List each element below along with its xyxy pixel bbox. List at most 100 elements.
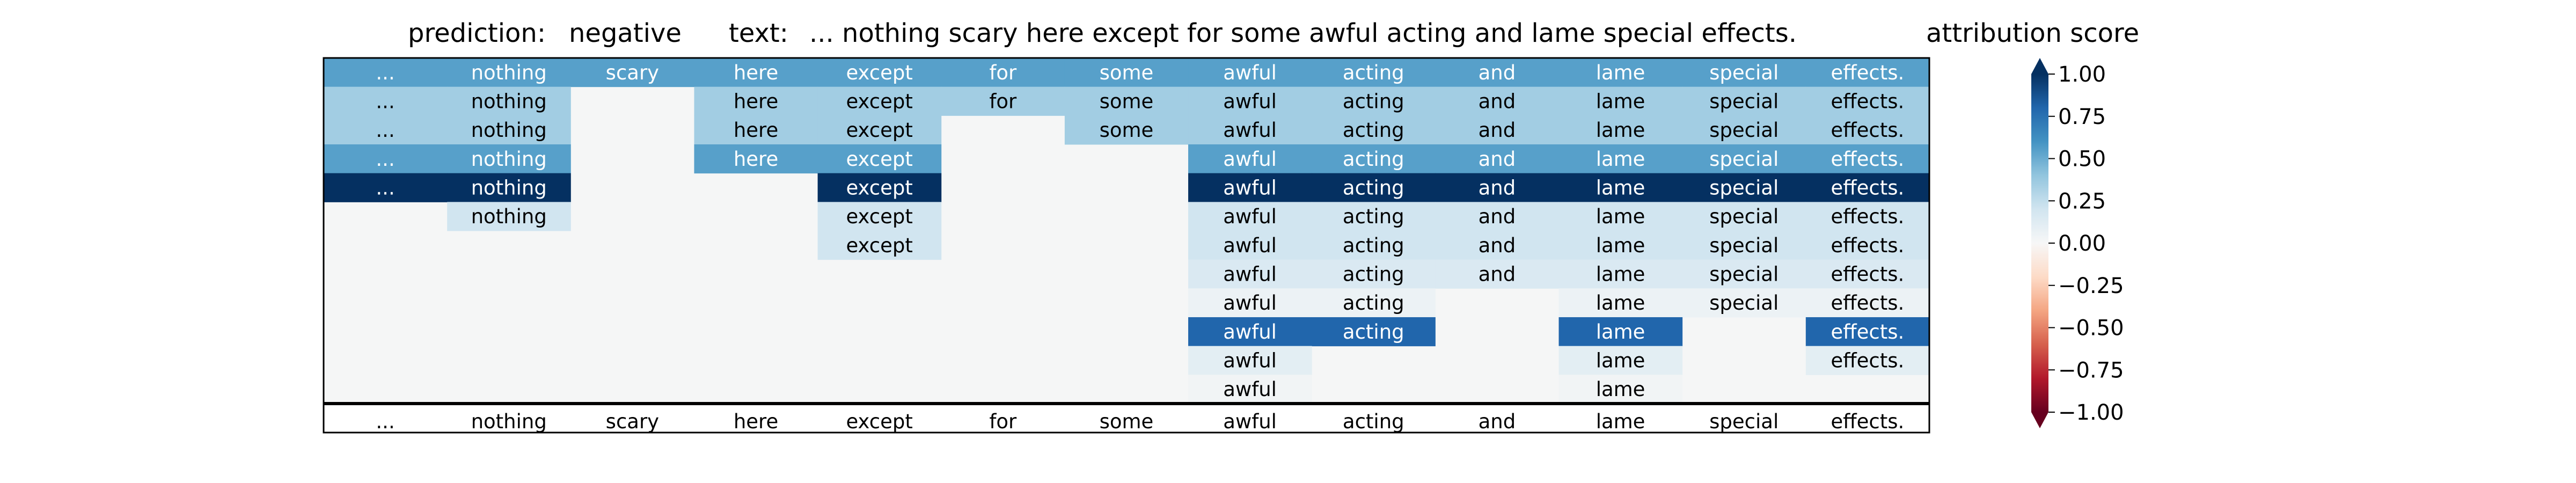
heatmap-cell-label: acting: [1343, 234, 1404, 257]
heatmap-cell-label: effects.: [1831, 148, 1904, 171]
heatmap-cell: [1435, 202, 1559, 231]
heatmap-cell: [1805, 231, 1930, 260]
heatmap-cell: [1435, 86, 1559, 116]
heatmap-cell-label: effects.: [1831, 61, 1904, 84]
heatmap-cell: [1558, 173, 1683, 202]
footer-token: lame: [1596, 410, 1645, 433]
heatmap-cell-label: awful: [1223, 378, 1277, 401]
heatmap-cell-label: here: [734, 90, 778, 113]
heatmap-cell-label: awful: [1223, 61, 1277, 84]
heatmap-cell: [1188, 58, 1312, 87]
heatmap-cell: [817, 144, 942, 174]
colorbar-gradient: [2031, 74, 2048, 412]
heatmap-cell: [817, 58, 942, 87]
heatmap-cell-label: lame: [1596, 234, 1645, 257]
heatmap-cell-label: nothing: [471, 177, 547, 200]
heatmap-cell: [694, 58, 818, 87]
heatmap-cell-label: special: [1709, 263, 1779, 286]
heatmap-cell: [1312, 58, 1436, 87]
footer-token: for: [989, 410, 1017, 433]
heatmap-cell-label: ...: [376, 177, 394, 200]
footer-token: here: [734, 410, 778, 433]
heatmap-cell-label: lame: [1596, 90, 1645, 113]
heatmap-cell: [1805, 202, 1930, 231]
heatmap-cell: [1805, 144, 1930, 174]
colorbar-title: attribution score: [1926, 18, 2139, 48]
heatmap-cell-label: awful: [1223, 263, 1277, 286]
heatmap-cells: ... nothing scary here except for some awful act…: [324, 58, 1930, 404]
heatmap-cell-label: ...: [376, 119, 394, 142]
heatmap-cell: [1805, 317, 1930, 347]
heatmap-cell-label: awful: [1223, 234, 1277, 257]
heatmap-cell: [817, 202, 942, 231]
heatmap-cell-label: lame: [1596, 263, 1645, 286]
heatmap-cell-label: special: [1709, 234, 1779, 257]
heatmap-cell-label: lame: [1596, 205, 1645, 228]
footer-token: ...: [376, 410, 394, 433]
heatmap-cell-label: special: [1709, 148, 1779, 171]
heatmap-cell-label: ...: [376, 61, 394, 84]
colorbar-ticks: −1.00 −0.75 −0.50 −0.25 0.00 0.25 0.50 0.75 1.00: [2048, 62, 2124, 425]
heatmap-cell-label: awful: [1223, 148, 1277, 171]
heatmap-cell-label: and: [1479, 177, 1516, 200]
heatmap-cell-label: nothing: [471, 90, 547, 113]
heatmap-cell: [1558, 231, 1683, 260]
heatmap-cell-label: and: [1479, 119, 1516, 142]
heatmap-cell-label: awful: [1223, 90, 1277, 113]
text-value: ... nothing scary here except for some a…: [809, 18, 1797, 48]
heatmap-cell: [447, 173, 571, 202]
heatmap-cell: [447, 144, 571, 174]
heatmap-cell: [1682, 115, 1806, 145]
heatmap-cell-label: except: [846, 90, 912, 113]
heatmap-cell: [324, 86, 448, 116]
footer-token: acting: [1343, 410, 1404, 433]
heatmap-cell: [1682, 58, 1806, 87]
heatmap-cell: [1805, 86, 1930, 116]
colorbar-tick-label: −0.75: [2058, 358, 2124, 383]
heatmap-cell-label: except: [846, 234, 912, 257]
heatmap-cell: [1312, 86, 1436, 116]
heatmap-cell-label: effects.: [1831, 205, 1904, 228]
heatmap-cell: [447, 86, 571, 116]
heatmap-cell-label: effects.: [1831, 177, 1904, 200]
heatmap-cell: [1435, 58, 1559, 87]
heatmap-cell: [1188, 317, 1312, 347]
colorbar-extend-min: [2031, 412, 2048, 428]
heatmap-cell: [1805, 173, 1930, 202]
heatmap-cell-label: effects.: [1831, 234, 1904, 257]
heatmap-cell: [1188, 259, 1312, 289]
heatmap-cell: [1188, 202, 1312, 231]
heatmap-cell-label: effects.: [1831, 119, 1904, 142]
heatmap-cell: [324, 115, 448, 145]
heatmap-cell: [817, 173, 942, 202]
heatmap-cell-label: lame: [1596, 320, 1645, 343]
footer-token: scary: [606, 410, 659, 433]
heatmap-cell: [817, 115, 942, 145]
heatmap-cell: [1558, 346, 1683, 375]
heatmap-cell-label: acting: [1343, 263, 1404, 286]
colorbar-tick-label: 0.50: [2058, 147, 2106, 172]
heatmap-cell: [1682, 144, 1806, 174]
heatmap-cell-label: awful: [1223, 205, 1277, 228]
heatmap-cell: [447, 115, 571, 145]
colorbar-extend-max: [2031, 58, 2048, 74]
footer-token-row: ... nothing scary here except for some awful act…: [376, 410, 1904, 433]
heatmap-cell-label: for: [989, 90, 1017, 113]
footer-token: except: [846, 410, 912, 433]
colorbar-tick-label: 0.75: [2058, 105, 2106, 129]
heatmap-cell: [1312, 173, 1436, 202]
heatmap-cell-label: acting: [1343, 119, 1404, 142]
heatmap-cell: [1064, 58, 1189, 87]
heatmap-cell: [447, 58, 571, 87]
footer-token: special: [1709, 410, 1779, 433]
heatmap-cell-label: nothing: [471, 61, 547, 84]
heatmap-cell-label: some: [1100, 90, 1154, 113]
heatmap-cell-label: scary: [606, 61, 659, 84]
heatmap-cell-label: lame: [1596, 378, 1645, 401]
heatmap-cell-label: awful: [1223, 291, 1277, 314]
heatmap-cell: [1558, 259, 1683, 289]
colorbar-tick-label: 0.25: [2058, 189, 2106, 214]
heatmap-cell: [1312, 317, 1436, 347]
colorbar-tick-label: −0.25: [2058, 274, 2124, 298]
